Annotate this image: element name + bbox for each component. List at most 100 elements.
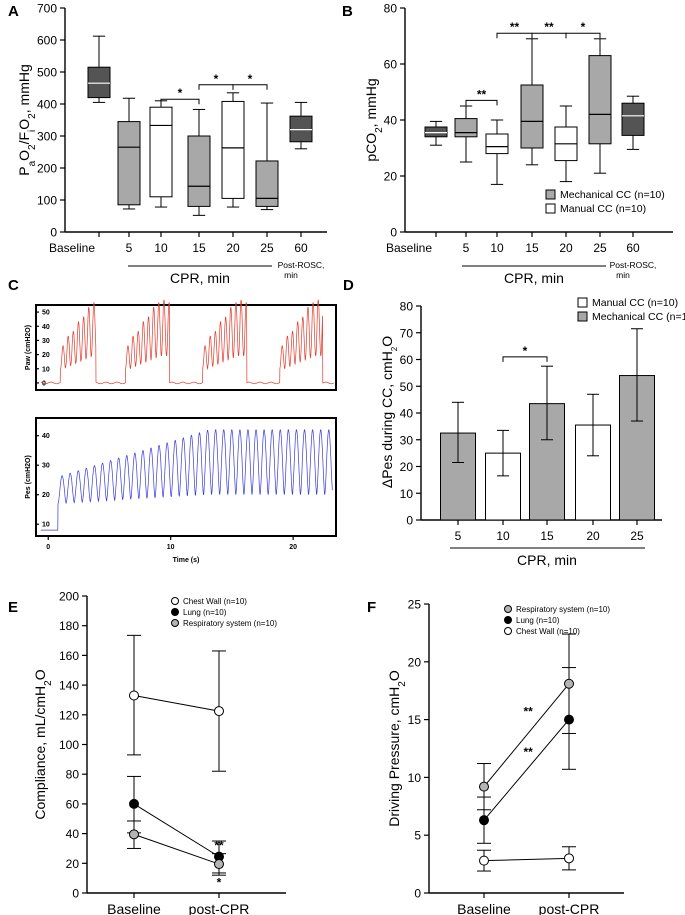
box-iqr [621, 102, 645, 136]
paw-y-tick-label: 20 [42, 352, 50, 359]
box-iqr [520, 84, 544, 149]
legend-label: Mechanical CC (n=10) [560, 189, 665, 201]
y-tick-label: 20 [384, 170, 398, 184]
time-tick-label: 0 [46, 544, 50, 551]
legend-label: Manual CC (n=10) [560, 203, 646, 215]
box-iqr [149, 106, 173, 198]
x-tick-label: post-CPR [189, 901, 250, 915]
box-iqr [221, 100, 245, 199]
x-tick-label: post-CPR [539, 901, 600, 915]
legend-marker-gray [171, 619, 179, 627]
series-line [133, 803, 220, 858]
y-tick-label: 0 [406, 514, 413, 528]
significance-label: * [214, 72, 219, 86]
x-tick-label: 10 [154, 241, 168, 255]
y-tick-label: 400 [37, 98, 57, 112]
box-60 [621, 95, 645, 150]
y-tick-label: 20 [66, 857, 80, 871]
legend-label: Respiratory system (n=10) [183, 619, 277, 628]
post-rosc-label: Post-ROSC, [610, 260, 657, 270]
legend-label: Chest Wall (n=10) [516, 627, 580, 636]
legend-swatch [577, 311, 588, 322]
box-15 [520, 38, 544, 166]
series-black [127, 775, 226, 874]
y-axis-label: PaO2/FiO2, mmHg [16, 64, 38, 176]
y-tick-label: 80 [400, 300, 414, 314]
legend-label: Lung (n=10) [183, 608, 227, 617]
y-axis-label: pCO2, mmHg [363, 78, 385, 161]
significance-label: ** [477, 87, 487, 101]
post-rosc-label-min: min [616, 270, 630, 280]
x-axis-label: CPR, min [517, 552, 577, 568]
y-tick-label: 500 [37, 66, 57, 80]
legend-marker-white [171, 597, 179, 605]
y-tick-label: 60 [400, 353, 414, 367]
y-tick-label: 100 [37, 194, 57, 208]
panel-letter: B [342, 3, 353, 20]
x-tick-label: Baseline [49, 241, 95, 255]
box-20 [221, 92, 245, 208]
time-axis-label: Time (s) [173, 557, 200, 564]
x-tick-label: 25 [630, 529, 644, 543]
pes-trace-line [40, 429, 333, 531]
y-tick-label: 40 [66, 827, 80, 841]
x-tick-label: 5 [126, 241, 133, 255]
y-tick-label: 40 [384, 114, 398, 128]
significance-label: * [248, 72, 253, 86]
x-tick-label: 20 [559, 241, 573, 255]
legend-marker-gray [504, 605, 512, 613]
legend-swatch [545, 189, 556, 200]
paw-y-tick-label: 30 [42, 338, 50, 345]
post-rosc-label-min: min [284, 270, 298, 280]
y-tick-label: 20 [400, 460, 414, 474]
y-tick-label: 180 [59, 619, 79, 633]
panel-letter: C [8, 277, 19, 294]
series-gray [127, 820, 226, 876]
significance-bracket [502, 356, 548, 362]
significance-label: * [523, 344, 528, 358]
data-point-gray [479, 781, 489, 792]
panel-b-pco2-boxplot: B 0 20 40 60 80 Baseline 5 10 15 20 25 60 CPR, min Pos… [342, 2, 673, 286]
panel-letter: E [8, 599, 18, 616]
panel-letter: A [8, 3, 19, 20]
y-tick-label: 120 [59, 708, 79, 722]
x-tick-label: 5 [463, 241, 470, 255]
y-tick-label: 15 [408, 713, 422, 727]
significance-label: * [217, 876, 222, 890]
significance-bracket [565, 32, 601, 39]
y-tick-label: 0 [72, 887, 79, 901]
y-tick-label: 140 [59, 679, 79, 693]
legend-swatch [545, 203, 556, 214]
x-tick-label: 15 [192, 241, 206, 255]
significance-label: ** [214, 838, 224, 852]
paw-y-tick-label: 50 [42, 310, 50, 317]
legend-label: Manual CC (n=10) [592, 297, 678, 309]
data-point-white [214, 706, 224, 717]
data-point-black [564, 714, 574, 725]
panel-a-pao2-fio2-boxplot: A 0 100 200 300 400 500 600 700 Baseline 5 10 15 20 25… [8, 2, 327, 286]
y-tick-label: 0 [414, 887, 421, 901]
series-line [133, 695, 220, 712]
pes-y-tick-label: 40 [42, 433, 50, 440]
legend-swatch [577, 297, 588, 308]
series-white [127, 634, 226, 772]
x-tick-label: 10 [490, 241, 504, 255]
data-point-white [564, 853, 574, 864]
box-15 [187, 108, 211, 216]
time-tick-label: 10 [167, 544, 175, 551]
pes-label: Pes (cmH2O) [25, 455, 32, 499]
paw-frame [35, 304, 337, 391]
significance-label: ** [524, 745, 534, 759]
box-Baseline [424, 120, 448, 146]
y-tick-label: 200 [37, 162, 57, 176]
y-tick-label: 100 [59, 738, 79, 752]
y-tick-label: 10 [400, 487, 414, 501]
y-tick-label: 70 [400, 326, 414, 340]
data-point-gray [564, 678, 574, 689]
significance-label: ** [524, 705, 534, 719]
box-25 [588, 38, 612, 174]
box-iqr [454, 118, 478, 138]
series-line [483, 683, 570, 787]
legend-label: Respiratory system (n=10) [516, 605, 610, 614]
